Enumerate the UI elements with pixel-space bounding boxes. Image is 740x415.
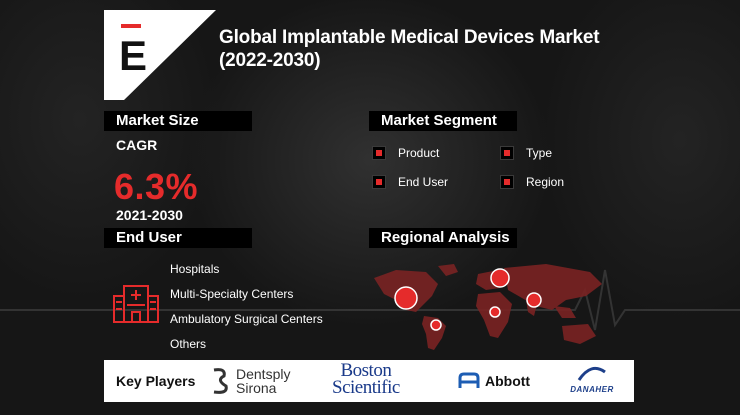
region-marker: [394, 286, 418, 310]
region-marker: [526, 292, 542, 308]
end-user-item: Hospitals: [170, 262, 220, 276]
segment-item-type: Type: [500, 146, 552, 160]
sirona-text: Sirona: [236, 380, 277, 396]
abbott-mark-icon: [458, 372, 480, 388]
end-user-item: Multi-Specialty Centers: [170, 287, 294, 301]
segment-item-end-user: End User: [372, 175, 448, 189]
bullet-icon: [500, 175, 514, 189]
boston-scientific-logo: Boston Scientific: [332, 360, 400, 398]
title-line-1: Global Implantable Medical Devices Marke…: [219, 27, 600, 48]
regional-analysis-header: Regional Analysis: [369, 228, 517, 248]
segment-label: Type: [526, 146, 553, 160]
key-players-label: Key Players: [116, 373, 196, 389]
end-user-list: Hospitals Multi-Specialty Centers Ambula…: [170, 262, 323, 362]
cagr-value: 6.3%: [114, 166, 199, 207]
logo-letter: E: [119, 32, 147, 79]
danaher-logo: DANAHER: [562, 366, 622, 394]
title-line-2: (2022-2030): [219, 50, 321, 71]
bullet-icon: [372, 175, 386, 189]
market-size-header: Market Size: [104, 111, 252, 131]
scientific-text: Scientific: [332, 377, 400, 398]
cagr-period: 2021-2030: [116, 207, 183, 223]
dentsply-sirona-logo: Dentsply Sirona: [208, 366, 290, 396]
region-marker: [489, 306, 501, 318]
market-segment-header: Market Segment: [369, 111, 517, 131]
segment-label: Region: [526, 175, 565, 189]
danaher-text: DANAHER: [570, 385, 614, 394]
bullet-icon: [500, 146, 514, 160]
segment-item-region: Region: [500, 175, 564, 189]
end-user-item: Others: [170, 337, 207, 351]
segment-label: Product: [398, 146, 440, 160]
bullet-icon: [372, 146, 386, 160]
key-players-bar: Key Players Dentsply Sirona Boston Scien…: [104, 360, 634, 402]
dentsply-text: Dentsply: [236, 366, 291, 382]
cagr-label: CAGR: [116, 137, 158, 153]
boston-text: Boston: [340, 360, 392, 381]
segment-label: End User: [398, 175, 449, 189]
logo-badge: E: [104, 10, 216, 100]
region-marker: [430, 319, 442, 331]
end-user-header: End User: [104, 228, 252, 248]
page-title: Global Implantable Medical Devices Marke…: [219, 26, 639, 72]
end-user-item: Ambulatory Surgical Centers: [170, 312, 323, 326]
region-marker: [490, 268, 510, 288]
infographic: E Global Implantable Medical Devices Mar…: [104, 10, 634, 405]
segment-item-product: Product: [372, 146, 439, 160]
abbott-logo: Abbott: [458, 372, 530, 390]
dentsply-mark-icon: [213, 368, 228, 394]
abbott-text: Abbott: [485, 373, 531, 389]
world-map-icon: [374, 264, 602, 350]
hospital-icon: [113, 285, 159, 323]
danaher-mark-icon: [577, 366, 606, 381]
